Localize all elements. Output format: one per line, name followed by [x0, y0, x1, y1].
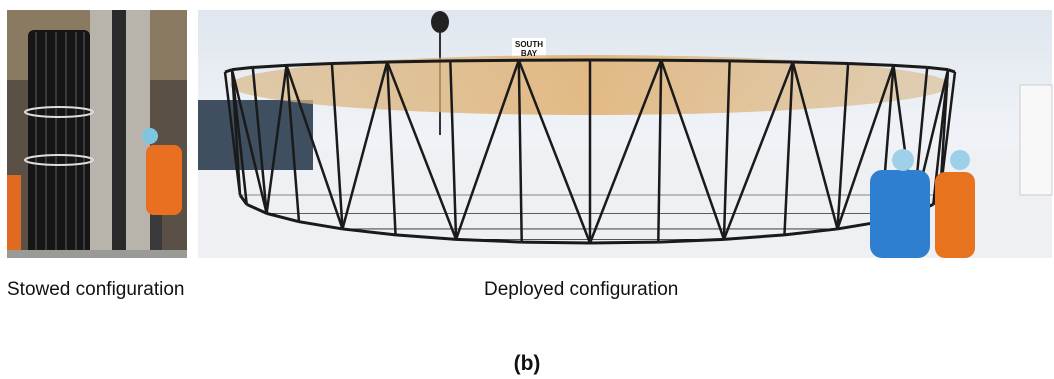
- truss-member: [332, 62, 387, 63]
- sign-text: BAY: [521, 49, 538, 58]
- sign-text: SOUTH: [515, 40, 543, 49]
- truss-member: [730, 61, 793, 62]
- truss-member: [253, 65, 287, 67]
- truss-member: [522, 242, 590, 243]
- caption: Deployed configuration: [484, 279, 678, 301]
- truss-member: [661, 60, 729, 61]
- truss-member: [450, 60, 518, 61]
- truss-member: [387, 61, 450, 62]
- panel-label: (b): [0, 352, 1054, 376]
- figure: SOUTH BAY Stowed configuration Deployed …: [0, 0, 1054, 379]
- truss-member: [848, 64, 893, 66]
- truss-member: [287, 64, 332, 66]
- truss-member: [590, 242, 658, 243]
- stowed-photo: [7, 10, 187, 258]
- caption: Stowed configuration: [7, 279, 184, 301]
- truss-member: [893, 65, 927, 67]
- truss-member: [793, 62, 848, 63]
- photos: SOUTH BAY: [0, 0, 1054, 379]
- deployed-photo: [198, 10, 1052, 258]
